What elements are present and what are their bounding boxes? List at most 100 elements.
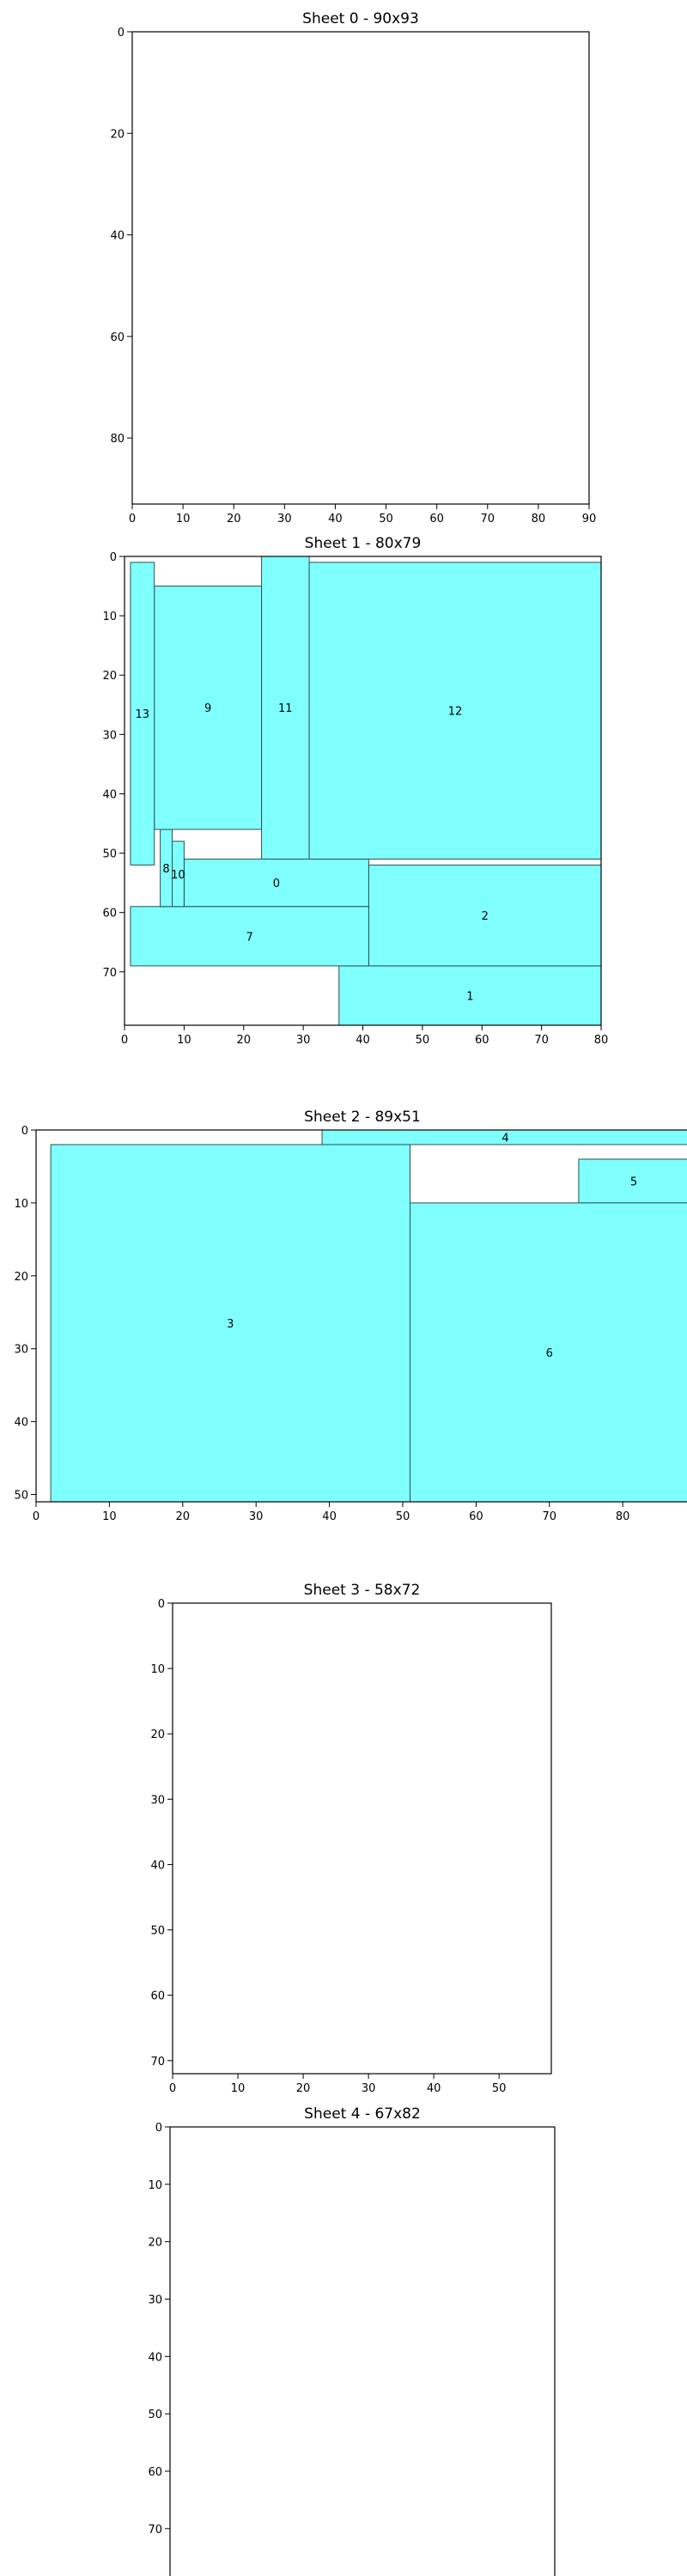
x-tick-label: 70 xyxy=(481,513,495,526)
x-tick-label: 10 xyxy=(177,1034,192,1047)
x-tick-label: 80 xyxy=(594,1034,609,1047)
x-tick-label: 50 xyxy=(379,513,393,526)
y-tick-label: 30 xyxy=(150,1794,165,1807)
piece-label: 10 xyxy=(171,869,185,882)
piece-label: 4 xyxy=(502,1132,508,1145)
x-tick-label: 10 xyxy=(176,513,191,526)
x-tick-label: 40 xyxy=(322,1510,337,1523)
y-tick-label: 40 xyxy=(102,788,117,801)
sheet-title: Sheet 1 - 80x79 xyxy=(305,535,422,552)
y-tick-label: 60 xyxy=(148,2466,162,2479)
y-tick-label: 50 xyxy=(14,1490,28,1503)
piece-label: 3 xyxy=(227,1318,234,1331)
piece-rect xyxy=(154,586,263,830)
sheet-0: Sheet 0 - 90x93 0 10 20 30 40 50 60 70 80 90 0 20 40 6… xyxy=(110,10,596,526)
piece-rect xyxy=(261,556,310,860)
x-tick-label: 50 xyxy=(396,1510,410,1523)
piece-label: 12 xyxy=(448,706,463,719)
x-tick-label: 60 xyxy=(429,513,444,526)
x-tick-label: 80 xyxy=(532,513,546,526)
sheet-4: Sheet 4 - 67x820102030405060010203040506… xyxy=(148,2105,556,2576)
piece-label: 13 xyxy=(136,708,150,721)
sheet-title: Sheet 2 - 89x51 xyxy=(304,1109,421,1126)
x-tick-label: 70 xyxy=(534,1034,549,1047)
y-tick-label: 60 xyxy=(110,331,125,344)
piece-rect xyxy=(578,1158,687,1204)
y-tick-label: 10 xyxy=(102,611,117,623)
y-tick-label: 30 xyxy=(148,2293,162,2306)
sheet-3: Sheet 3 - 58x72 0 10 20 30 40 50 0 10 20 30 40 50 60 7… xyxy=(150,1582,552,2095)
y-tick-label: 10 xyxy=(14,1198,28,1211)
x-tick-label: 40 xyxy=(328,513,343,526)
piece-rect xyxy=(368,864,602,967)
x-tick-label: 50 xyxy=(492,2082,507,2095)
sheet-frame xyxy=(169,2126,556,2576)
y-tick-label: 0 xyxy=(158,1598,165,1611)
piece-label: 1 xyxy=(466,990,473,1003)
x-tick-label: 40 xyxy=(356,1034,370,1047)
piece-label: 8 xyxy=(162,863,169,876)
y-tick-label: 30 xyxy=(102,729,117,742)
y-tick-label: 0 xyxy=(118,27,125,39)
y-tick-label: 20 xyxy=(150,1728,165,1741)
y-tick-label: 0 xyxy=(110,551,117,564)
y-tick-label: 20 xyxy=(148,2237,162,2250)
y-tick-label: 0 xyxy=(21,1125,28,1138)
x-tick-label: 20 xyxy=(236,1034,251,1047)
piece-label: 9 xyxy=(204,702,211,715)
sheet-title: Sheet 0 - 90x93 xyxy=(302,10,419,27)
y-tick-label: 70 xyxy=(148,2524,162,2537)
y-tick-label: 60 xyxy=(150,1990,165,2003)
y-tick-label: 50 xyxy=(150,1925,165,1938)
x-tick-label: 0 xyxy=(121,1034,128,1047)
x-tick-label: 70 xyxy=(542,1510,556,1523)
y-tick-label: 10 xyxy=(148,2179,162,2192)
x-tick-label: 30 xyxy=(362,2082,376,2095)
x-tick-label: 90 xyxy=(582,513,597,526)
y-tick-label: 70 xyxy=(150,2056,165,2069)
y-tick-label: 10 xyxy=(150,1663,165,1676)
x-tick-label: 30 xyxy=(277,513,292,526)
piece-rect xyxy=(50,1144,411,1503)
piece-label: 6 xyxy=(546,1347,553,1360)
piece-label: 0 xyxy=(273,878,280,890)
y-tick-label: 20 xyxy=(102,670,117,683)
piece-rect xyxy=(130,906,369,967)
piece-label: 7 xyxy=(246,931,253,944)
y-tick-label: 50 xyxy=(148,2409,162,2421)
y-tick-label: 20 xyxy=(110,128,125,141)
y-tick-label: 50 xyxy=(102,848,117,861)
x-tick-label: 60 xyxy=(469,1510,483,1523)
x-tick-label: 0 xyxy=(129,513,136,526)
x-tick-label: 0 xyxy=(33,1510,40,1523)
y-tick-label: 60 xyxy=(102,908,117,920)
x-tick-label: 20 xyxy=(176,1510,191,1523)
x-tick-label: 20 xyxy=(227,513,241,526)
sheet-frame xyxy=(131,31,590,505)
x-tick-label: 80 xyxy=(616,1510,630,1523)
y-tick-label: 70 xyxy=(102,967,117,980)
piece-rect xyxy=(130,562,155,866)
x-tick-label: 60 xyxy=(475,1034,489,1047)
y-tick-label: 40 xyxy=(148,2351,162,2364)
sheet-frame xyxy=(172,1602,552,2075)
x-tick-label: 30 xyxy=(296,1034,311,1047)
piece-label: 2 xyxy=(482,910,489,923)
sheet-title: Sheet 4 - 67x82 xyxy=(304,2105,421,2123)
y-tick-label: 40 xyxy=(110,230,125,243)
sheet-title: Sheet 3 - 58x72 xyxy=(304,1582,421,1599)
x-tick-label: 20 xyxy=(296,2082,311,2095)
y-tick-label: 40 xyxy=(150,1859,165,1872)
piece-label: 5 xyxy=(630,1176,637,1188)
y-tick-label: 40 xyxy=(14,1417,28,1430)
y-tick-label: 80 xyxy=(110,433,125,446)
piece-rect xyxy=(172,841,185,908)
sheet-frame xyxy=(35,1129,687,1503)
piece-rect xyxy=(410,1202,687,1503)
x-tick-label: 0 xyxy=(169,2082,176,2095)
x-tick-label: 40 xyxy=(427,2082,441,2095)
x-tick-label: 10 xyxy=(231,2082,246,2095)
